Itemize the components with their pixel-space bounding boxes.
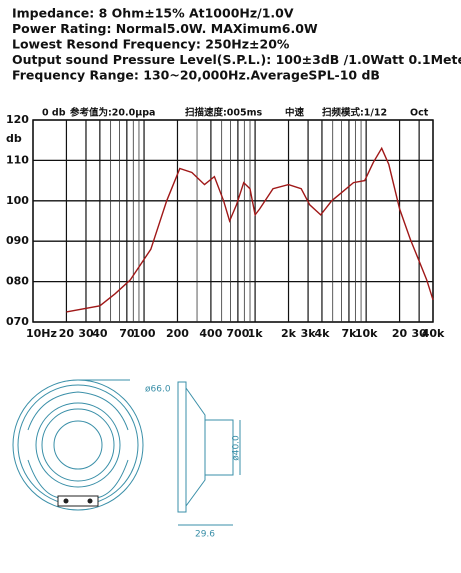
chart-note: 参考值为:20.0μpa (69, 107, 155, 119)
x-tick-label: 200 (166, 327, 189, 340)
outline (53, 420, 103, 470)
terminal (87, 498, 93, 504)
y-tick-label: 070 (6, 315, 29, 328)
x-tick-label: 40 (92, 327, 108, 340)
spec-line: Frequency Range: 130~20,000Hz.AverageSPL… (12, 68, 380, 83)
x-tick-label: 100 (133, 327, 156, 340)
outline (41, 408, 115, 482)
x-tick-label: 4k (314, 327, 330, 340)
terminal (57, 495, 99, 507)
x-tick-label: 400 (199, 327, 222, 340)
x-tick-label: 20 (392, 327, 408, 340)
y-tick-label: 120 (6, 113, 29, 126)
plot-frame (32, 119, 434, 323)
x-tick-label: 30 (78, 327, 94, 340)
x-tick-label: 1k (248, 327, 264, 340)
y-tick-label: 080 (6, 275, 29, 288)
dim-label: ø40.0 (232, 435, 242, 461)
dim-label: 29.6 (195, 530, 215, 540)
x-tick-label: 20 (59, 327, 75, 340)
side (177, 381, 187, 513)
x-tick-label: 70 (119, 327, 135, 340)
x-tick-label: 7k (341, 327, 357, 340)
spec-line: Power Rating: Normal5.0W. MAXimum6.0W (12, 21, 318, 36)
frame (27, 391, 129, 499)
x-tick-label: 30 (411, 327, 427, 340)
response-curve (66, 146, 434, 313)
y-axis-label: db (6, 132, 22, 145)
x-tick-label: 700 (226, 327, 249, 340)
x-tick-label: 2k (281, 327, 297, 340)
y-tick-label: 100 (6, 194, 29, 207)
spec-line: Lowest Resond Frequency: 250Hz±20% (12, 37, 290, 52)
chart-note: 扫频模式:1/12 (322, 107, 387, 119)
y-tick-label: 090 (6, 234, 29, 247)
x-tick-label: 10k (355, 327, 378, 340)
x-tick-label: 40k (422, 327, 445, 340)
chart-note: 中速 (285, 107, 305, 119)
chart-note: 0 db (42, 108, 66, 119)
spec-line: Impedance: 8 Ohm±15% At1000Hz/1.0V (12, 6, 294, 21)
side (185, 387, 206, 507)
terminal (63, 498, 69, 504)
spec-line: Output sound Pressure Level(S.P.L.): 100… (12, 52, 461, 67)
speaker-drawing: ø66.0 ø40.0 29.6 (12, 379, 242, 540)
dim-label: ø66.0 (145, 385, 171, 395)
outline (12, 379, 144, 511)
x-tick-label: 10Hz (26, 327, 57, 340)
chart-note: Oct (410, 108, 429, 119)
x-tick-label: 3k (301, 327, 317, 340)
chart-note: 扫描速度:005ms (185, 107, 263, 119)
y-tick-label: 110 (6, 153, 29, 166)
outline (35, 402, 121, 488)
magnet (204, 419, 234, 476)
